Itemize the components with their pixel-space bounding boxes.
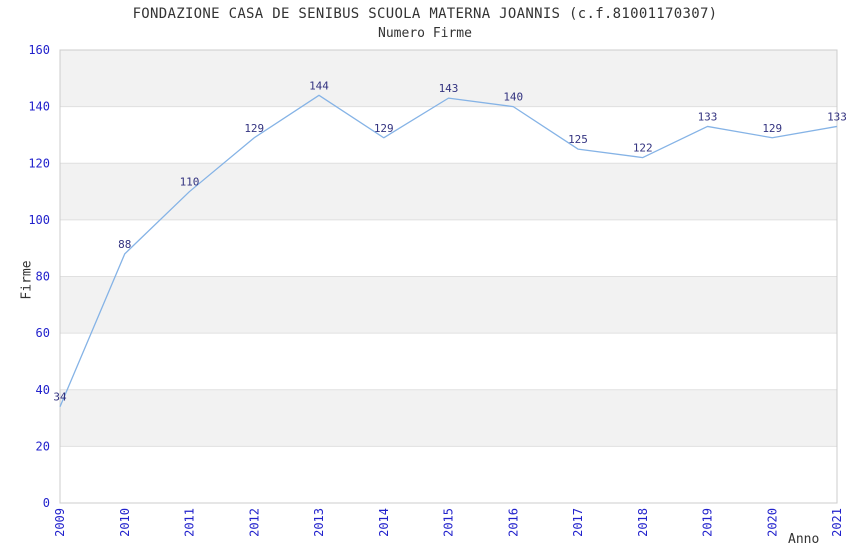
data-label: 140 xyxy=(503,91,523,104)
y-tick-label: 140 xyxy=(28,100,50,114)
data-label: 143 xyxy=(439,82,459,95)
data-label: 129 xyxy=(374,122,394,135)
x-tick-label: 2014 xyxy=(377,508,391,537)
x-tick-label: 2018 xyxy=(636,508,650,537)
x-tick-label: 2017 xyxy=(571,508,585,537)
y-tick-label: 60 xyxy=(36,326,50,340)
grid-band xyxy=(60,50,837,107)
data-label: 125 xyxy=(568,133,588,146)
x-tick-label: 2012 xyxy=(247,508,261,537)
data-label: 34 xyxy=(53,391,67,404)
x-tick-label: 2015 xyxy=(442,508,456,537)
data-label: 144 xyxy=(309,79,329,92)
y-tick-label: 120 xyxy=(28,156,50,170)
x-tick-label: 2010 xyxy=(118,508,132,537)
x-tick-label: 2020 xyxy=(765,508,779,537)
x-tick-label: 2021 xyxy=(830,508,844,537)
series-line xyxy=(59,94,838,407)
chart-title: FONDAZIONE CASA DE SENIBUS SCUOLA MATERN… xyxy=(132,6,718,22)
data-label: 110 xyxy=(180,176,200,189)
x-tick-label: 2011 xyxy=(183,508,197,537)
x-tick-label: 2016 xyxy=(506,508,520,537)
y-tick-label: 100 xyxy=(28,213,50,227)
y-tick-label: 80 xyxy=(36,270,50,284)
data-label: 122 xyxy=(633,142,653,155)
data-label: 129 xyxy=(244,122,264,135)
y-tick-label: 20 xyxy=(36,439,50,453)
data-label: 133 xyxy=(698,110,718,123)
grid-band xyxy=(60,163,837,220)
x-tick-label: 2019 xyxy=(701,508,715,537)
x-tick-label: 2009 xyxy=(53,508,67,537)
y-tick-label: 160 xyxy=(28,43,50,57)
y-tick-label: 0 xyxy=(43,496,50,510)
y-tick-label: 40 xyxy=(36,383,50,397)
x-axis-title: Anno xyxy=(788,532,820,547)
chart-subtitle: Numero Firme xyxy=(378,26,472,41)
data-label: 129 xyxy=(762,122,782,135)
grid-band xyxy=(60,276,837,334)
x-tick-label: 2013 xyxy=(312,508,326,537)
data-label: 133 xyxy=(827,110,847,123)
plot-border xyxy=(59,49,838,504)
data-label: 88 xyxy=(118,238,131,251)
grid-band xyxy=(60,389,837,447)
